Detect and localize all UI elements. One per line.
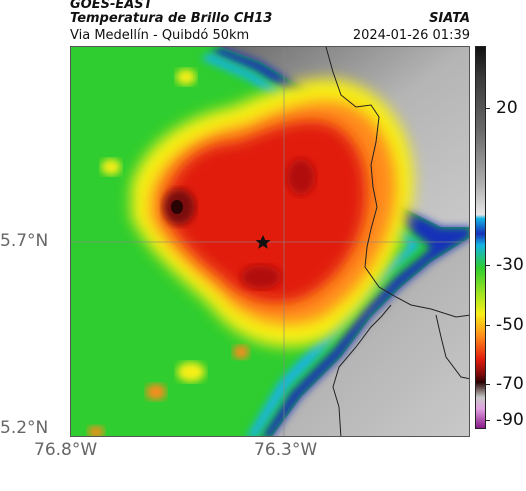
- product-title: Temperatura de Brillo CH13: [70, 11, 273, 26]
- source-label: SIATA: [429, 11, 470, 26]
- colorbar-tick: [486, 265, 490, 266]
- timestamp-label: 2024-01-26 01:39: [352, 28, 470, 43]
- satellite-image: [71, 47, 469, 436]
- colorbar-label: -50: [496, 315, 524, 335]
- star-marker-icon[interactable]: [255, 235, 271, 249]
- colorbar-tick: [486, 108, 490, 109]
- colorbar-tick: [486, 384, 490, 385]
- lon-label-76-3: 76.3°W: [254, 440, 318, 460]
- lat-label-5-2: 5.2°N: [0, 418, 49, 438]
- colorbar-label: -70: [496, 374, 524, 394]
- satellite-map[interactable]: [70, 46, 470, 437]
- colorbar-tick: [486, 420, 490, 421]
- lon-label-76-8: 76.8°W: [34, 440, 98, 460]
- colorbar-label: 20: [496, 98, 518, 118]
- colorbar-tick: [486, 325, 490, 326]
- colorbar-label: -90: [496, 410, 524, 430]
- region-subtitle: Via Medellín - Quibdó 50km: [70, 28, 250, 43]
- colorbar-label: -30: [496, 255, 524, 275]
- satellite-title: GOES-EAST: [70, 0, 153, 12]
- lat-label-5-7: 5.7°N: [0, 231, 49, 251]
- colorbar: [475, 46, 486, 429]
